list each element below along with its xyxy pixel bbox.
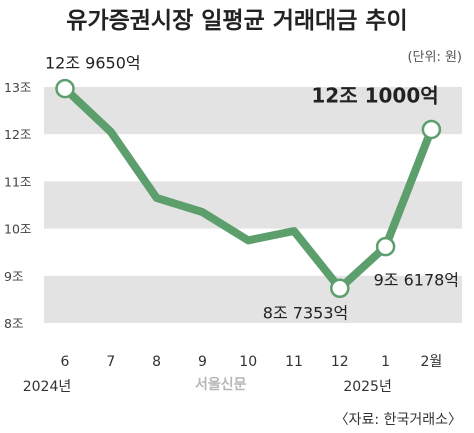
y-tick-label: 10조 xyxy=(4,222,31,237)
grid-bands xyxy=(44,87,462,323)
y-tick-label: 9조 xyxy=(4,269,23,284)
x-tick-label: 2월 xyxy=(421,354,443,370)
x-axis-ticks: 6 7 8 9 10 11 12 1 2월 xyxy=(61,354,443,370)
source-label: 〈자료: 한국거래소〉 xyxy=(335,412,462,428)
y-axis-ticks: 13조 12조 11조 10조 9조 8조 xyxy=(4,80,31,331)
x-tick-label: 9 xyxy=(198,354,207,370)
data-point-marker xyxy=(330,278,350,299)
y-tick-label: 12조 xyxy=(4,127,31,142)
y-tick-label: 11조 xyxy=(4,174,31,189)
x-tick-label: 7 xyxy=(106,354,115,370)
series-line-path xyxy=(61,84,436,293)
grid-band xyxy=(44,87,462,135)
data-point-marker xyxy=(421,119,442,140)
data-label: 12조 9650억 xyxy=(45,54,141,73)
x-tick-label: 1 xyxy=(381,354,390,370)
unit-label: (단위: 원) xyxy=(407,50,462,65)
year-label: 2025년 xyxy=(343,379,392,395)
x-tick-label: 11 xyxy=(285,354,303,370)
x-tick-label: 12 xyxy=(331,354,349,370)
x-tick-label: 8 xyxy=(152,354,161,370)
data-point-marker xyxy=(375,236,396,257)
year-labels: 2024년 2025년 xyxy=(23,379,392,395)
data-annotations: 12조 9650억 8조 7353억 9조 6178억 12조 1000억 xyxy=(45,54,459,323)
data-label: 9조 6178억 xyxy=(374,271,459,290)
y-tick-label: 8조 xyxy=(4,316,23,331)
data-label: 8조 7353억 xyxy=(263,303,348,322)
data-markers xyxy=(55,78,442,299)
chart-title: 유가증권시장 일평균 거래대금 추이 xyxy=(66,8,407,34)
y-tick-label: 13조 xyxy=(4,80,31,95)
data-point-marker xyxy=(55,78,75,99)
year-label: 2024년 xyxy=(23,379,72,395)
series-line xyxy=(61,84,436,293)
publisher-logo: 서울신문 xyxy=(195,376,247,393)
x-tick-label: 10 xyxy=(239,354,257,370)
x-tick-label: 6 xyxy=(61,354,70,370)
data-label: 12조 1000억 xyxy=(311,83,438,107)
grid-band xyxy=(44,275,462,323)
